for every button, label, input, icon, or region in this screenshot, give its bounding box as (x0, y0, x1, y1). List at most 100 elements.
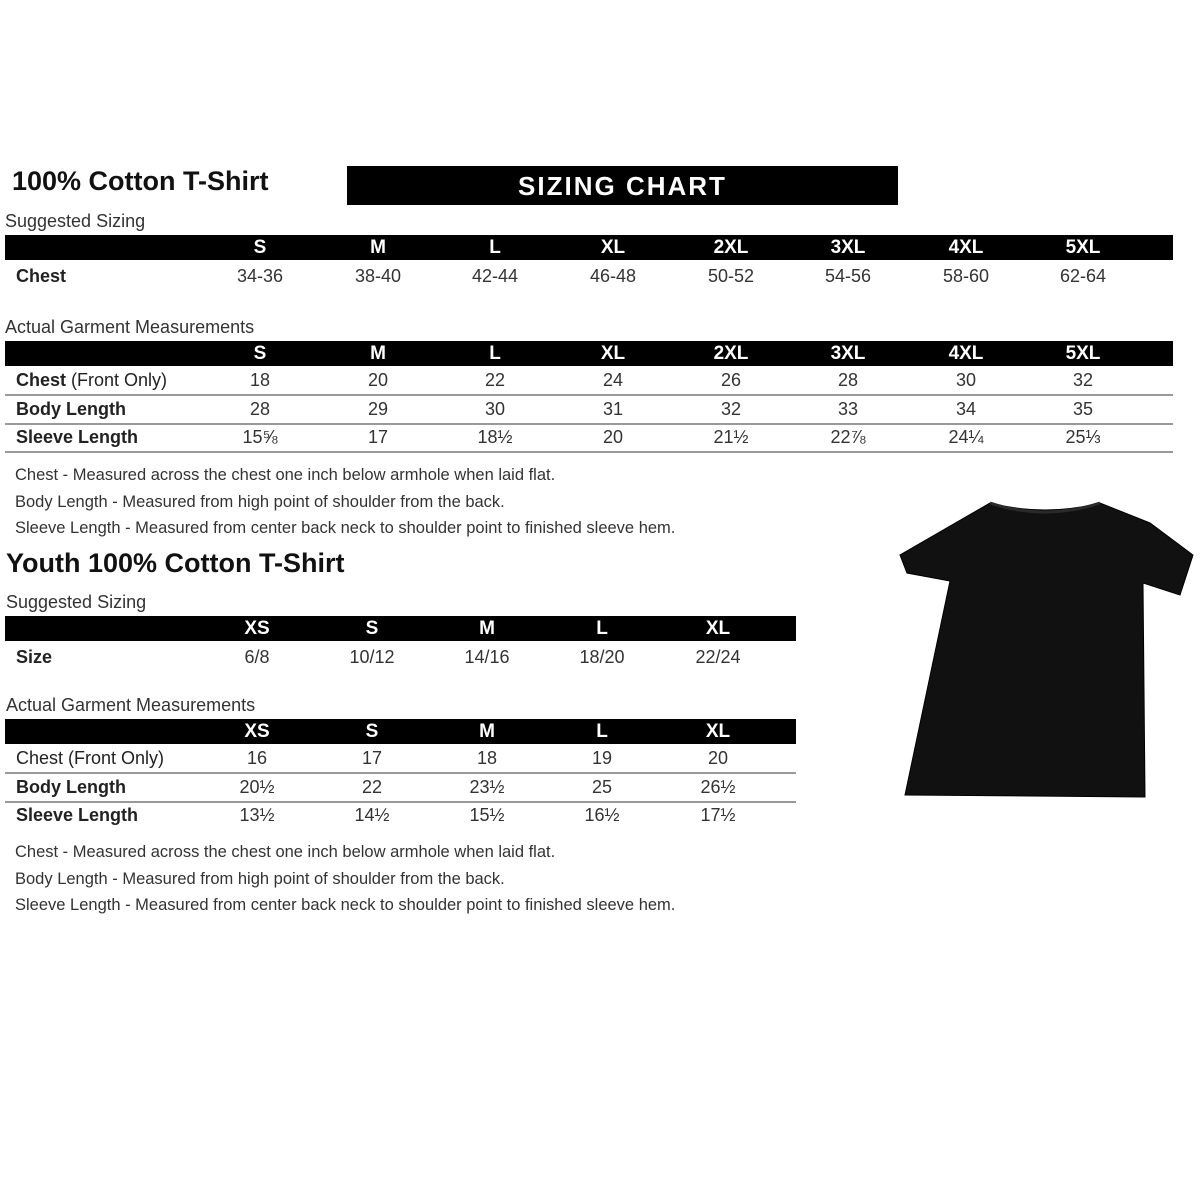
table-cell: 33 (837, 398, 859, 419)
table-cell: 18 (476, 748, 498, 768)
size-header-5xl: 5XL (1065, 237, 1101, 258)
size-header-m: M (479, 618, 495, 639)
size-header-xs: XS (244, 721, 270, 742)
adult-suggested-label: Suggested Sizing (5, 211, 146, 231)
table-cell: 24 (602, 370, 624, 390)
size-header-s: S (253, 343, 267, 364)
table-row: Body Length 20½ 22 23½ 25 26½ (5, 773, 796, 803)
table-cell: 22/24 (695, 647, 741, 667)
size-header-xl: XL (705, 721, 731, 742)
table-cell: 34-36 (236, 266, 284, 286)
measurement-note: Body Length - Measured from high point o… (15, 869, 505, 888)
table-cell: 19 (591, 748, 613, 768)
table-cell: 58-60 (942, 266, 990, 286)
table-cell: 18½ (477, 427, 513, 447)
size-header-2xl: 2XL (713, 237, 749, 258)
measurement-note: Body Length - Measured from high point o… (15, 492, 505, 511)
table-cell: 25 (591, 776, 613, 797)
youth-title: Youth 100% Cotton T-Shirt (6, 548, 345, 578)
table-cell: 28 (837, 370, 859, 390)
row-label: Chest (16, 266, 67, 286)
table-cell: 46-48 (589, 266, 637, 286)
table-cell: 25⅓ (1065, 427, 1101, 447)
size-header-xl: XL (705, 618, 731, 639)
table-cell: 62-64 (1059, 266, 1107, 286)
adult-title: 100% Cotton T-Shirt (12, 166, 269, 196)
adult-actual-label: Actual Garment Measurements (5, 317, 255, 337)
measurement-note: Chest - Measured across the chest one in… (15, 843, 556, 861)
table-cell: 15½ (469, 805, 505, 825)
table-cell: 14½ (354, 805, 390, 825)
table-cell: 32 (720, 398, 742, 419)
youth-suggested-label: Suggested Sizing (6, 592, 147, 612)
youth-actual-label: Actual Garment Measurements (6, 695, 256, 715)
table-cell: 38-40 (354, 266, 402, 286)
size-header-4xl: 4XL (948, 343, 984, 364)
table-cell: 31 (602, 398, 624, 419)
table-cell: 10/12 (349, 647, 395, 667)
table-cell: 20 (602, 427, 624, 447)
table-cell: 22 (361, 776, 383, 797)
table-cell: 20½ (239, 776, 275, 797)
table-row: Chest (Front Only) 18 20 22 24 26 28 30 32 (5, 366, 1173, 396)
table-cell: 29 (367, 398, 389, 419)
table-cell: 18/20 (579, 647, 625, 667)
measurement-note: Sleeve Length - Measured from center bac… (15, 519, 676, 537)
row-label: Body Length (16, 776, 126, 797)
size-header-m: M (370, 237, 386, 258)
table-cell: 6/8 (244, 647, 270, 667)
table-cell: 22⅞ (830, 427, 866, 447)
table-cell: 20 (367, 370, 389, 390)
table-cell: 23½ (469, 776, 505, 797)
table-cell: 26 (720, 370, 742, 390)
row-label: Chest (Front Only) (16, 748, 165, 768)
table-cell: 34 (955, 398, 977, 419)
table-cell: 26½ (700, 776, 736, 797)
size-header-s: S (365, 721, 379, 742)
size-header-row: S M L XL 2XL 3XL 4XL 5XL (5, 235, 1173, 260)
size-header-3xl: 3XL (830, 237, 866, 258)
row-label: Sleeve Length (16, 427, 139, 447)
table-cell: 16½ (584, 805, 620, 825)
table-cell: 21½ (713, 427, 749, 447)
size-header-m: M (479, 721, 495, 742)
row-label: Size (16, 647, 53, 667)
size-header-row: S M L XL 2XL 3XL 4XL 5XL (5, 341, 1173, 366)
size-header-5xl: 5XL (1065, 343, 1101, 364)
size-header-row: XS S M L XL (5, 719, 796, 744)
table-cell: 54-56 (824, 266, 872, 286)
table-cell: 18 (249, 370, 271, 390)
size-header-s: S (365, 618, 379, 639)
size-header-4xl: 4XL (948, 237, 984, 258)
size-header-3xl: 3XL (830, 343, 866, 364)
table-cell: 17½ (700, 805, 736, 825)
table-cell: 16 (246, 748, 268, 768)
size-header-xl: XL (600, 343, 626, 364)
table-row: Body Length 28 29 30 31 32 33 34 35 (5, 395, 1173, 425)
row-label: Body Length (16, 398, 126, 419)
table-row: Size 6/8 10/12 14/16 18/20 22/24 (5, 643, 796, 671)
table-cell: 17 (361, 748, 383, 768)
table-row: Sleeve Length 13½ 14½ 15½ 16½ 17½ (5, 801, 796, 829)
table-row: Chest 34-36 38-40 42-44 46-48 50-52 54-56 58-60… (5, 262, 1173, 290)
table-cell: 13½ (239, 805, 275, 825)
size-header-xs: XS (244, 618, 270, 639)
size-header-l: L (489, 237, 501, 258)
table-cell: 22 (484, 370, 506, 390)
table-row: Sleeve Length 15⅝ 17 18½ 20 21½ 22⅞ 24¼ 25⅓ (5, 423, 1173, 453)
table-cell: 15⅝ (242, 427, 278, 447)
measurement-note: Sleeve Length - Measured from center bac… (15, 896, 676, 914)
size-header-xl: XL (600, 237, 626, 258)
size-header-2xl: 2XL (713, 343, 749, 364)
size-header-l: L (489, 343, 501, 364)
table-cell: 17 (367, 427, 389, 447)
table-cell: 32 (1072, 370, 1094, 390)
table-cell: 30 (484, 398, 506, 419)
table-cell: 20 (707, 748, 729, 768)
sizing-chart-banner: SIZING CHART (347, 166, 898, 205)
size-header-l: L (596, 618, 608, 639)
measurement-note: Chest - Measured across the chest one in… (15, 466, 556, 484)
size-header-l: L (596, 721, 608, 742)
table-cell: 14/16 (464, 647, 510, 667)
